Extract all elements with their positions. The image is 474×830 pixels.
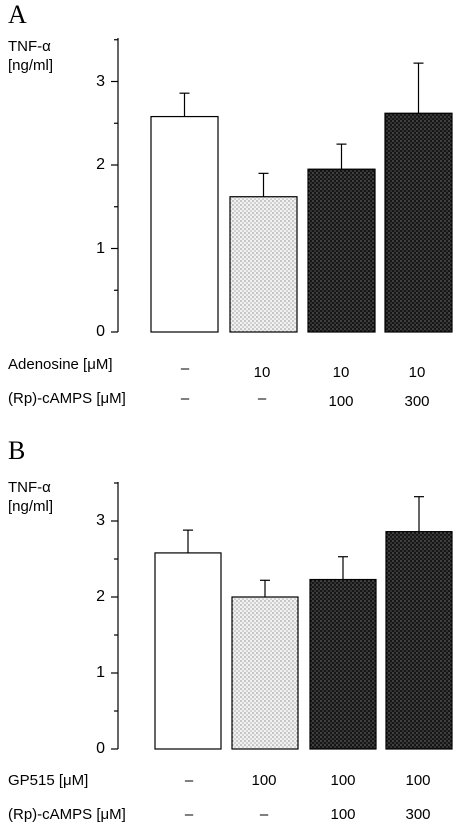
panel-b-ylabel: TNF-α [ng/ml] [8, 478, 53, 516]
panel-a-condition-2-value: – [257, 390, 267, 407]
panel-a-bar-4 [384, 112, 453, 333]
panel-a-condition-1-value: 10 [408, 364, 426, 381]
panel-b-condition-1-value: 100 [405, 772, 431, 789]
panel-b-label: B [8, 436, 26, 465]
panel-b-condition-2-value: 300 [405, 806, 431, 823]
panel-b-condition-2-label: (Rp)-cAMPS [μM] [8, 806, 126, 823]
panel-b-bar-3 [309, 578, 377, 750]
panel-a-condition-2-value: – [180, 390, 190, 407]
panel-a-condition-1-value: 10 [332, 364, 350, 381]
panel-a-ytick-3: 3 [96, 73, 105, 90]
panel-a-condition-2-value: 300 [404, 393, 430, 410]
panel-a-label: A [8, 0, 27, 29]
panel-b-condition-2-value: – [259, 806, 269, 823]
panel-a-bar-2 [229, 196, 298, 333]
panel-a-ylabel-line1: TNF-α [8, 38, 51, 55]
panel-b-ytick-1: 1 [96, 664, 105, 681]
panel-a-ylabel: TNF-α [ng/ml] [8, 37, 53, 75]
panel-b-condition-1-value: – [184, 772, 194, 789]
panel-a-ylabel-line2: [ng/ml] [8, 57, 54, 74]
panel-a-condition-1-value: – [180, 360, 190, 377]
panel-b-ytick-0: 0 [96, 740, 105, 757]
panel-b-condition-1-label: GP515 [μM] [8, 772, 89, 789]
panel-a-condition-2-value: 100 [328, 393, 354, 410]
panel-a-ytick-2: 2 [96, 156, 105, 173]
panel-b-ytick-3: 3 [96, 512, 105, 529]
panel-a-bar-1 [150, 115, 219, 333]
panel-b-ytick-2: 2 [96, 588, 105, 605]
panel-a-bar-3 [307, 168, 376, 333]
panel-a-ytick-1: 1 [96, 240, 105, 257]
panel-b-bar-4 [385, 531, 453, 750]
panel-b-bar-2 [231, 596, 299, 750]
panel-a-ytick-0: 0 [96, 323, 105, 340]
panel-a-condition-2-label: (Rp)-cAMPS [μM] [8, 390, 126, 407]
panel-b-ylabel-line1: TNF-α [8, 479, 51, 496]
panel-a-condition-1-label: Adenosine [μM] [8, 356, 113, 373]
panel-b-condition-1-value: 100 [251, 772, 277, 789]
panel-b-bar-1 [154, 552, 222, 750]
panel-b-condition-2-value: 100 [330, 806, 356, 823]
panel-a-condition-1-value: 10 [253, 364, 271, 381]
panel-b-condition-1-value: 100 [330, 772, 356, 789]
panel-b-ylabel-line2: [ng/ml] [8, 498, 54, 515]
panel-b-condition-2-value: – [184, 806, 194, 823]
